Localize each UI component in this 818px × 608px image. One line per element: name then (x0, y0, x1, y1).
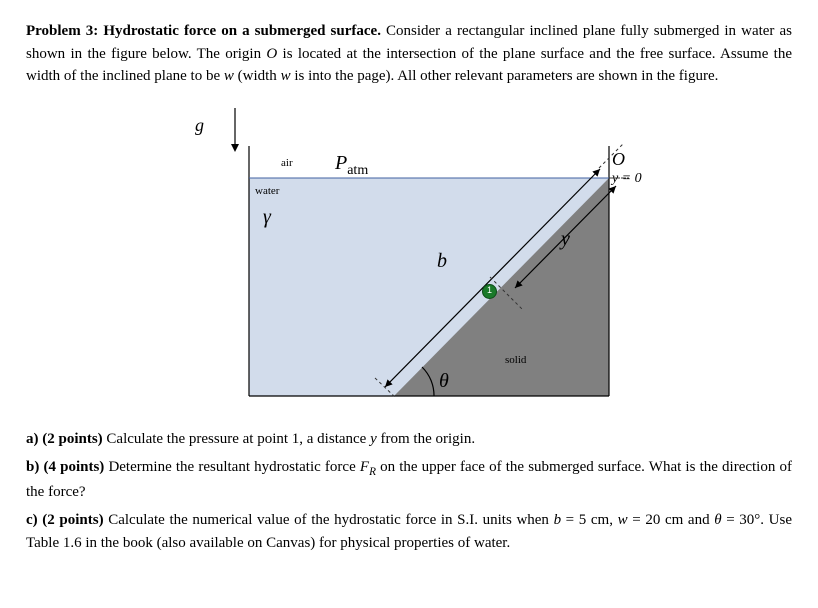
figure-container: g (26, 106, 792, 406)
part-b: b) (4 points) Determine the resultant hy… (26, 456, 792, 503)
part-a: a) (2 points) Calculate the pressure at … (26, 428, 792, 451)
gamma-label: γ (263, 202, 271, 232)
b-label: b (437, 246, 447, 276)
y-axis-label: y (561, 224, 570, 254)
air-label: air (281, 155, 293, 172)
water-label: water (255, 183, 279, 200)
patm-label: Patm (335, 148, 368, 181)
figure: g (189, 106, 629, 406)
theta-label: θ (439, 366, 449, 396)
point-1-badge: 1 (482, 284, 497, 299)
y-zero-label: y = 0 (612, 168, 642, 189)
part-c: c) (2 points) Calculate the numerical va… (26, 509, 792, 554)
diagram-svg (189, 106, 629, 406)
problem-heading: Problem 3: Hydrostatic force on a submer… (26, 23, 381, 39)
problem-intro: Problem 3: Hydrostatic force on a submer… (26, 20, 792, 88)
solid-label: solid (505, 352, 526, 369)
questions: a) (2 points) Calculate the pressure at … (26, 428, 792, 555)
